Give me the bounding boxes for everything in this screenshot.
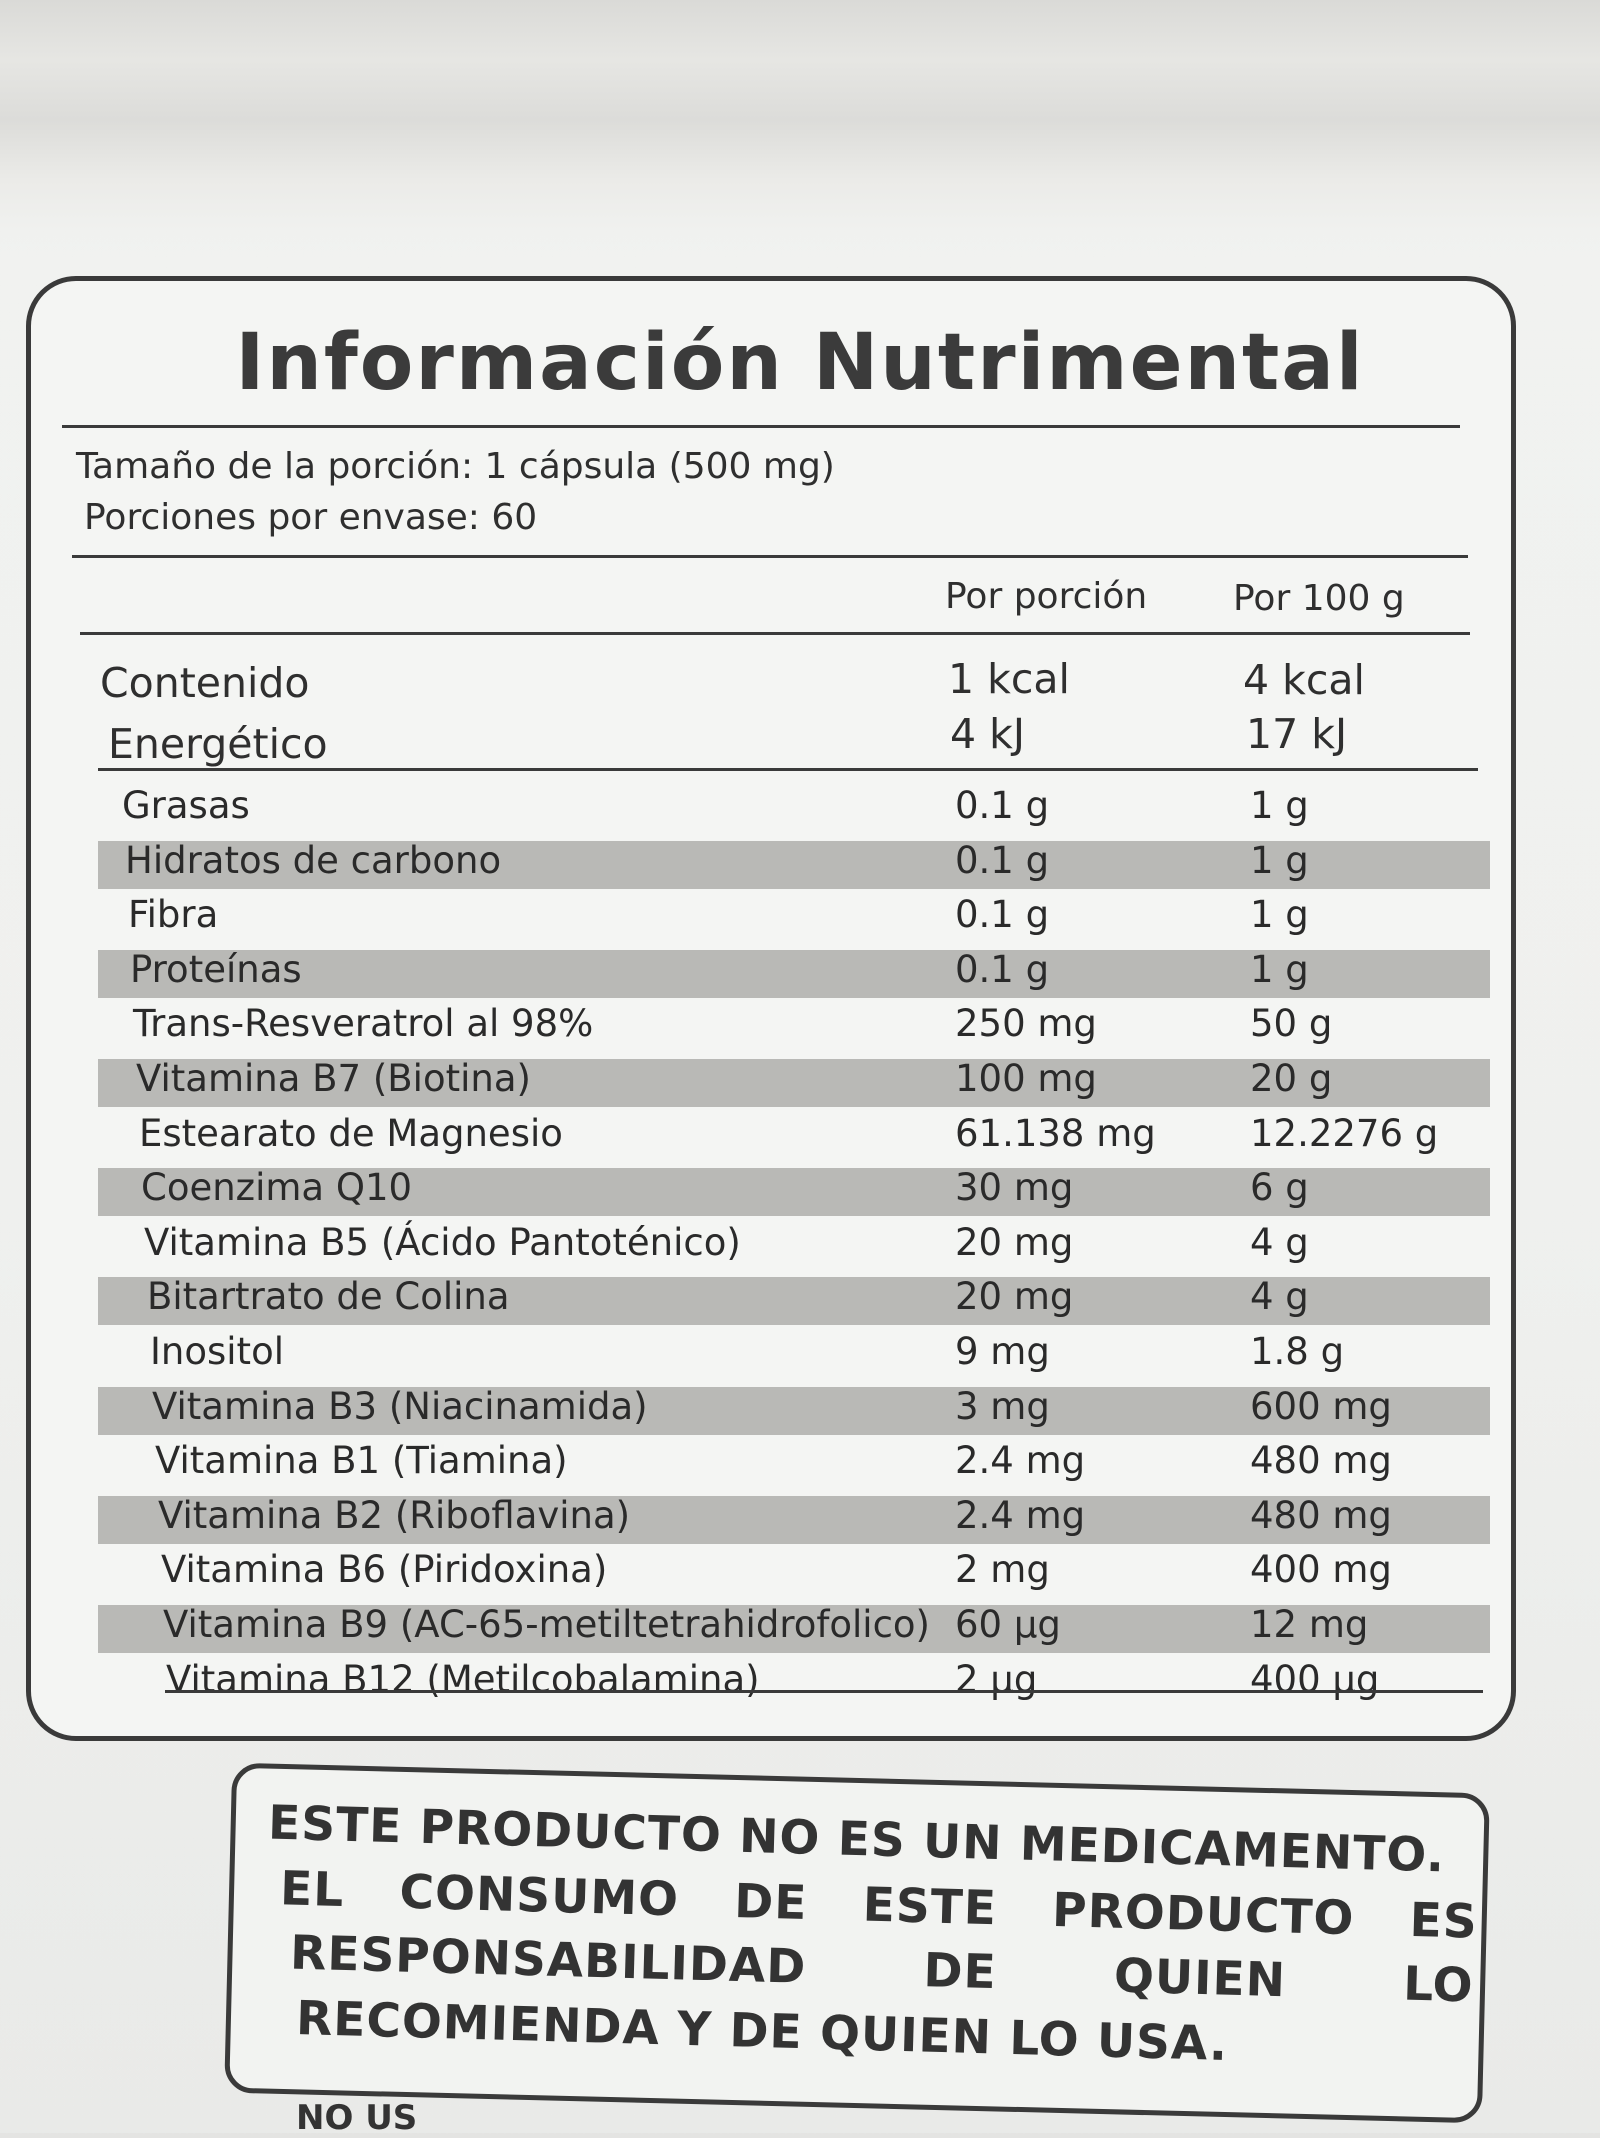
nutrient-name: Proteínas xyxy=(130,948,302,991)
nutrient-per-100g: 12.2276 g xyxy=(1250,1112,1439,1155)
nutrient-per-serving: 0.1 g xyxy=(955,893,1050,936)
bottom-partial-text: NO US xyxy=(296,2098,418,2138)
nutrient-name: Grasas xyxy=(122,784,250,827)
nutrient-per-100g: 1 g xyxy=(1250,948,1309,991)
nutrient-name: Bitartrato de Colina xyxy=(147,1275,510,1318)
row-shade xyxy=(98,1605,1490,1653)
nutrient-per-serving: 250 mg xyxy=(955,1002,1097,1045)
nutrient-per-serving: 61.138 mg xyxy=(955,1112,1156,1155)
energy-label-line2: Energético xyxy=(108,720,328,768)
nutrient-per-serving: 0.1 g xyxy=(955,839,1050,882)
nutrient-name: Hidratos de carbono xyxy=(125,839,502,882)
nutrient-per-100g: 6 g xyxy=(1250,1166,1309,1209)
row-shade xyxy=(98,1387,1490,1435)
nutrient-per-100g: 480 mg xyxy=(1250,1494,1392,1537)
nutrient-per-serving: 20 mg xyxy=(955,1221,1074,1264)
nutrient-per-serving: 100 mg xyxy=(955,1057,1097,1100)
serving-size: Tamaño de la porción: 1 cápsula (500 mg) xyxy=(76,446,835,487)
nutrient-per-100g: 12 mg xyxy=(1250,1603,1369,1646)
title-divider xyxy=(62,425,1460,428)
nutrient-per-serving: 2 µg xyxy=(955,1658,1038,1701)
header-divider xyxy=(80,632,1470,635)
nutrient-per-100g: 1 g xyxy=(1250,784,1309,827)
column-header-per-100g: Por 100 g xyxy=(1233,578,1405,619)
row-shade xyxy=(98,950,1490,998)
nutrient-per-serving: 30 mg xyxy=(955,1166,1074,1209)
table-bottom-rule xyxy=(165,1690,1483,1693)
nutrient-per-100g: 1.8 g xyxy=(1250,1330,1345,1373)
nutrient-per-100g: 20 g xyxy=(1250,1057,1333,1100)
nutrient-name: Vitamina B12 (Metilcobalamina) xyxy=(166,1658,760,1701)
panel-title: Información Nutrimental xyxy=(235,318,1365,408)
row-shade xyxy=(98,1168,1490,1216)
nutrient-per-serving: 2.4 mg xyxy=(955,1494,1086,1537)
package-fold xyxy=(0,0,1600,230)
nutrient-name: Fibra xyxy=(128,893,219,936)
energy-per-serving-kcal: 1 kcal xyxy=(948,655,1070,703)
row-shade xyxy=(98,1277,1490,1325)
serving-divider xyxy=(72,555,1468,558)
nutrient-name: Vitamina B7 (Biotina) xyxy=(136,1057,531,1100)
nutrient-name: Vitamina B2 (Riboflavina) xyxy=(158,1494,631,1537)
nutrient-per-100g: 1 g xyxy=(1250,839,1309,882)
servings-per-container: Porciones por envase: 60 xyxy=(84,497,538,538)
nutrient-per-serving: 20 mg xyxy=(955,1275,1074,1318)
row-shade xyxy=(98,1496,1490,1544)
nutrient-per-100g: 400 mg xyxy=(1250,1548,1392,1591)
nutrient-per-serving: 2.4 mg xyxy=(955,1439,1086,1482)
nutrient-per-serving: 0.1 g xyxy=(955,784,1050,827)
nutrient-name: Inositol xyxy=(150,1330,284,1373)
energy-divider xyxy=(98,768,1478,771)
nutrient-per-serving: 60 µg xyxy=(955,1603,1061,1646)
energy-per-100g-kj: 17 kJ xyxy=(1246,710,1348,758)
row-shade xyxy=(98,841,1490,889)
nutrient-per-100g: 400 µg xyxy=(1250,1658,1380,1701)
energy-per-serving-kj: 4 kJ xyxy=(950,710,1025,758)
row-shade xyxy=(98,1059,1490,1107)
nutrient-per-100g: 50 g xyxy=(1250,1002,1333,1045)
nutrient-name: Trans-Resveratrol al 98% xyxy=(133,1002,594,1045)
nutrient-name: Vitamina B1 (Tiamina) xyxy=(155,1439,568,1482)
nutrient-per-serving: 0.1 g xyxy=(955,948,1050,991)
nutrient-per-100g: 1 g xyxy=(1250,893,1309,936)
nutrient-per-100g: 4 g xyxy=(1250,1275,1309,1318)
nutrient-per-serving: 3 mg xyxy=(955,1385,1050,1428)
nutrient-name: Estearato de Magnesio xyxy=(139,1112,563,1155)
nutrient-per-100g: 480 mg xyxy=(1250,1439,1392,1482)
nutrient-name: Vitamina B6 (Piridoxina) xyxy=(161,1548,608,1591)
nutrient-per-100g: 600 mg xyxy=(1250,1385,1392,1428)
energy-per-100g-kcal: 4 kcal xyxy=(1243,656,1365,704)
nutrient-per-100g: 4 g xyxy=(1250,1221,1309,1264)
column-header-per-serving: Por porción xyxy=(945,576,1148,617)
nutrient-name: Vitamina B5 (Ácido Pantoténico) xyxy=(144,1221,741,1264)
nutrient-name: Vitamina B9 (AC-65-metiltetrahidrofolico… xyxy=(163,1603,930,1646)
nutrient-per-serving: 2 mg xyxy=(955,1548,1050,1591)
nutrient-name: Coenzima Q10 xyxy=(141,1166,413,1209)
nutrient-per-serving: 9 mg xyxy=(955,1330,1050,1373)
energy-label-line1: Contenido xyxy=(100,659,310,707)
nutrient-name: Vitamina B3 (Niacinamida) xyxy=(152,1385,648,1428)
